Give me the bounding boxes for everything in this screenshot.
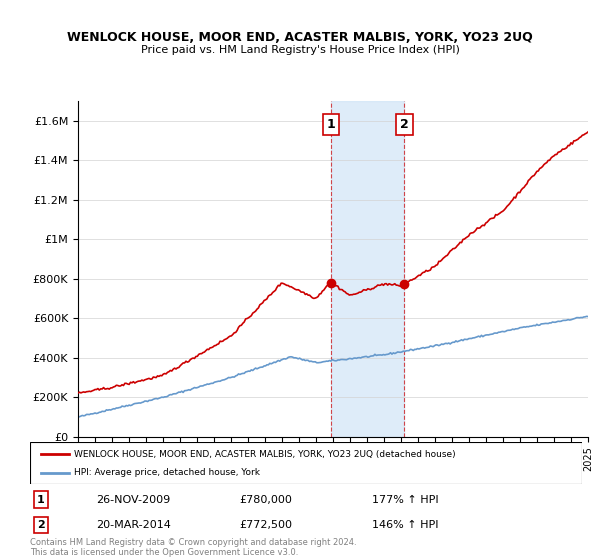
Text: 20-MAR-2014: 20-MAR-2014: [96, 520, 171, 530]
Text: 1: 1: [327, 118, 335, 131]
Text: 26-NOV-2009: 26-NOV-2009: [96, 495, 170, 505]
Text: £780,000: £780,000: [240, 495, 293, 505]
Text: 2: 2: [37, 520, 45, 530]
Text: Price paid vs. HM Land Registry's House Price Index (HPI): Price paid vs. HM Land Registry's House …: [140, 45, 460, 55]
Text: WENLOCK HOUSE, MOOR END, ACASTER MALBIS, YORK, YO23 2UQ (detached house): WENLOCK HOUSE, MOOR END, ACASTER MALBIS,…: [74, 450, 456, 459]
FancyBboxPatch shape: [30, 442, 582, 484]
Text: 2: 2: [400, 118, 409, 131]
Text: HPI: Average price, detached house, York: HPI: Average price, detached house, York: [74, 468, 260, 477]
Bar: [331, 101, 404, 437]
Text: WENLOCK HOUSE, MOOR END, ACASTER MALBIS, YORK, YO23 2UQ: WENLOCK HOUSE, MOOR END, ACASTER MALBIS,…: [67, 31, 533, 44]
Text: 1: 1: [37, 495, 45, 505]
Text: 177% ↑ HPI: 177% ↑ HPI: [372, 495, 439, 505]
Text: Contains HM Land Registry data © Crown copyright and database right 2024.
This d: Contains HM Land Registry data © Crown c…: [30, 538, 356, 557]
Text: 146% ↑ HPI: 146% ↑ HPI: [372, 520, 439, 530]
Text: £772,500: £772,500: [240, 520, 293, 530]
